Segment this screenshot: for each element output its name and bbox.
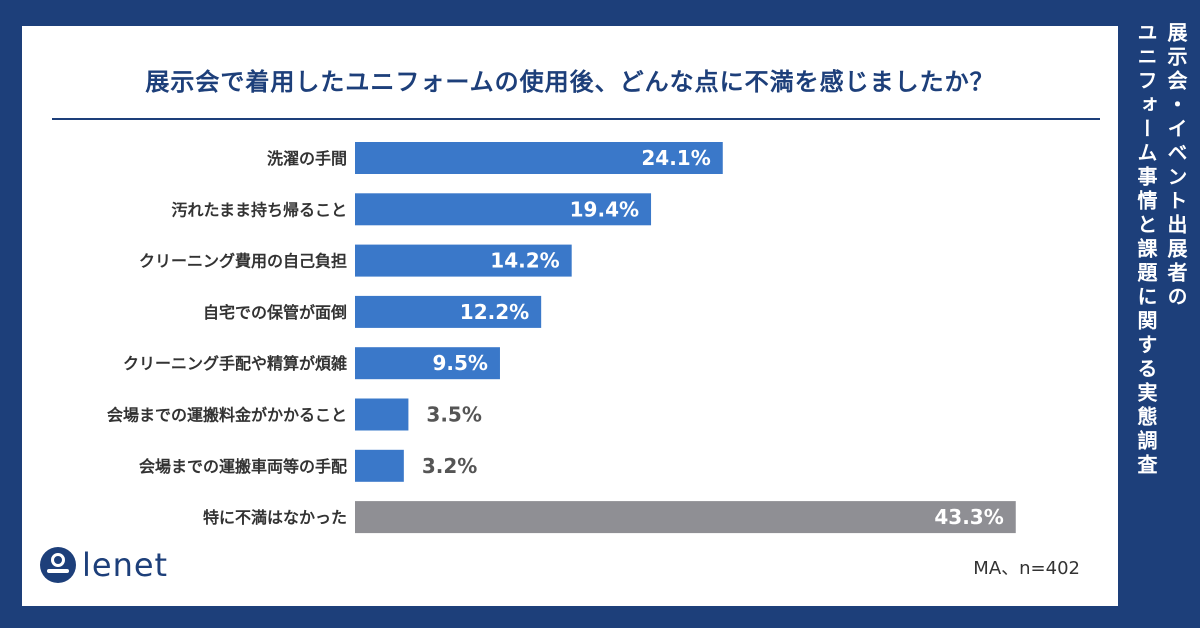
category-label: 特に不満はなかった: [203, 508, 347, 527]
bar: [355, 347, 500, 380]
value-label: 3.5%: [426, 403, 481, 427]
category-label: 会場までの運搬料金がかかること: [107, 406, 347, 425]
category-label: クリーニング手配や精算が煩雑: [123, 354, 347, 373]
side-title: 展示会・イベント出展者の ユニフォーム事情と課題に関する実態調査: [1128, 22, 1194, 582]
category-label: 洗濯の手間: [267, 149, 347, 168]
category-label: クリーニング費用の自己負担: [139, 252, 347, 271]
value-label: 9.5%: [433, 351, 488, 375]
value-label: 14.2%: [490, 249, 559, 273]
bar: [355, 244, 572, 277]
category-label: 会場までの運搬車両等の手配: [139, 457, 347, 476]
value-label: 43.3%: [934, 505, 1003, 529]
bar: [355, 295, 542, 328]
bar: [355, 449, 404, 482]
side-title-line2: ユニフォーム事情と課題に関する実態調査: [1134, 22, 1158, 478]
lenet-logo-icon: [40, 547, 76, 583]
side-title-line1: 展示会・イベント出展者の: [1164, 22, 1188, 310]
value-label: 24.1%: [641, 146, 710, 170]
title-divider: [52, 118, 1100, 120]
logo-text: lenet: [82, 546, 169, 584]
value-label: 12.2%: [460, 300, 529, 324]
bar: [355, 193, 652, 226]
value-label: 3.2%: [422, 454, 477, 478]
bar: [355, 398, 409, 431]
category-label: 汚れたまま持ち帰ること: [171, 200, 347, 219]
sample-note: MA、n=402: [973, 558, 1080, 579]
lenet-logo: lenet: [40, 546, 168, 584]
chart-title: 展示会で着用したユニフォームの使用後、どんな点に不満を感じましたか？: [145, 68, 995, 96]
bar: [355, 142, 723, 174]
value-label: 19.4%: [570, 197, 639, 221]
category-label: 自宅での保管が面倒: [203, 303, 347, 322]
bar: [355, 501, 1016, 534]
